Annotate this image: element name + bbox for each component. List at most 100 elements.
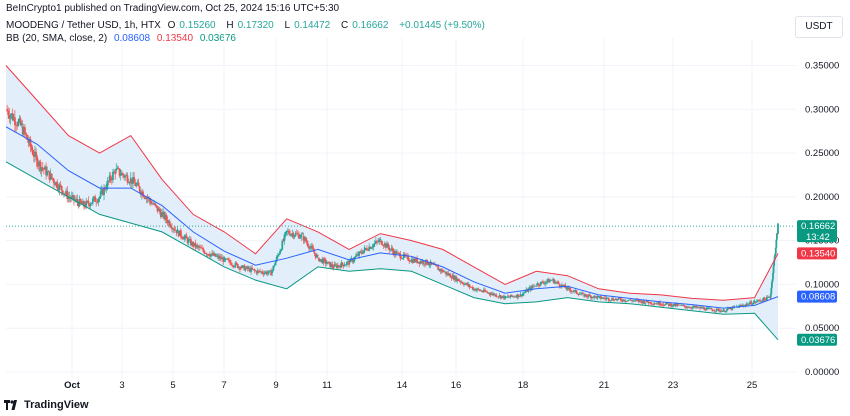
candle — [270, 270, 273, 276]
candle — [415, 258, 417, 262]
candle — [631, 300, 633, 302]
candle — [191, 242, 193, 246]
candle — [135, 184, 138, 187]
time-axis[interactable]: Oct 3 5 7 9 11 14 16 18 21 23 25 — [64, 380, 757, 391]
candle — [369, 246, 372, 249]
candle — [109, 175, 112, 180]
candle — [497, 296, 500, 298]
bb-lower-value: 0.03676 — [199, 33, 236, 44]
candle — [110, 179, 113, 181]
candle — [141, 191, 143, 195]
candle — [239, 266, 241, 270]
candle — [543, 283, 545, 284]
candle — [154, 203, 157, 205]
candle — [169, 226, 172, 228]
x-tick-label: 21 — [599, 380, 610, 391]
symbol-legend: MOODENG / Tether USD, 1h, HTX O 0.15260 H… — [6, 20, 489, 31]
candle — [10, 113, 13, 116]
candle — [214, 253, 217, 257]
candle — [550, 280, 553, 281]
candle — [416, 258, 418, 263]
candle — [672, 303, 675, 306]
candle — [383, 243, 386, 246]
symbol-name[interactable]: MOODENG / Tether USD, 1h, HTX — [6, 20, 161, 31]
candle — [211, 253, 213, 255]
candle — [215, 256, 218, 257]
candle — [352, 260, 355, 262]
candle — [382, 245, 385, 247]
candles — [6, 104, 779, 314]
candle — [471, 287, 474, 290]
candle — [162, 211, 164, 215]
candle — [394, 251, 397, 256]
y-tick-label: 0.30000 — [805, 104, 839, 115]
publisher-line: BeInCrypto1 published on TradingView.com… — [6, 3, 340, 14]
candle — [567, 287, 570, 289]
candle — [465, 283, 467, 284]
x-tick-label: 7 — [221, 380, 226, 391]
candle — [618, 297, 621, 299]
candle — [332, 267, 335, 269]
candle — [501, 295, 504, 297]
candle — [229, 260, 231, 263]
indicator-name[interactable]: BB (20, SMA, close, 2) — [6, 33, 108, 44]
candle — [151, 203, 153, 205]
candle — [617, 297, 620, 299]
candle — [136, 182, 139, 185]
candle — [558, 283, 561, 287]
currency-button[interactable]: USDT — [795, 16, 843, 38]
candle — [386, 243, 388, 248]
candle — [102, 189, 104, 195]
candle — [439, 269, 442, 272]
candle — [603, 297, 606, 299]
candle — [296, 233, 299, 235]
candle — [637, 300, 640, 302]
candle — [699, 306, 701, 309]
candle — [260, 271, 263, 273]
candle — [467, 284, 470, 286]
candle — [181, 236, 183, 239]
candle — [321, 258, 324, 264]
bb-lower-tag: 0.03676 — [797, 333, 837, 346]
candle — [18, 118, 21, 121]
candle — [97, 198, 100, 203]
tradingview-logo[interactable]: TradingView — [4, 399, 89, 411]
candle — [168, 221, 171, 227]
candle — [680, 304, 682, 306]
candle — [295, 233, 298, 234]
candle — [718, 309, 720, 312]
candle — [768, 297, 770, 298]
candle — [337, 265, 339, 268]
candle — [466, 283, 469, 286]
candle — [252, 269, 255, 270]
candle — [197, 246, 200, 248]
candle — [557, 281, 560, 284]
candle — [703, 307, 706, 310]
candle — [122, 173, 124, 176]
candle — [161, 212, 163, 217]
candle — [774, 254, 777, 256]
candle — [702, 307, 705, 309]
candle — [402, 254, 405, 259]
candle — [313, 251, 316, 254]
candle — [748, 303, 750, 305]
candle — [726, 308, 729, 310]
candle — [164, 215, 167, 219]
candle — [488, 292, 491, 295]
bb-basis-tag: 0.08608 — [797, 290, 837, 303]
candle — [770, 287, 773, 294]
bb-basis-line — [5, 126, 779, 309]
candle — [523, 292, 525, 294]
candle — [708, 308, 710, 309]
candle — [284, 231, 287, 235]
candle — [442, 271, 445, 272]
candle — [674, 303, 677, 306]
price-axis[interactable]: 0.350000.300000.250000.200000.150000.100… — [805, 61, 839, 378]
candle — [79, 198, 82, 203]
candle — [32, 154, 35, 157]
candle — [90, 202, 93, 204]
candle — [760, 300, 763, 302]
candle — [773, 260, 776, 266]
candle — [281, 240, 284, 250]
